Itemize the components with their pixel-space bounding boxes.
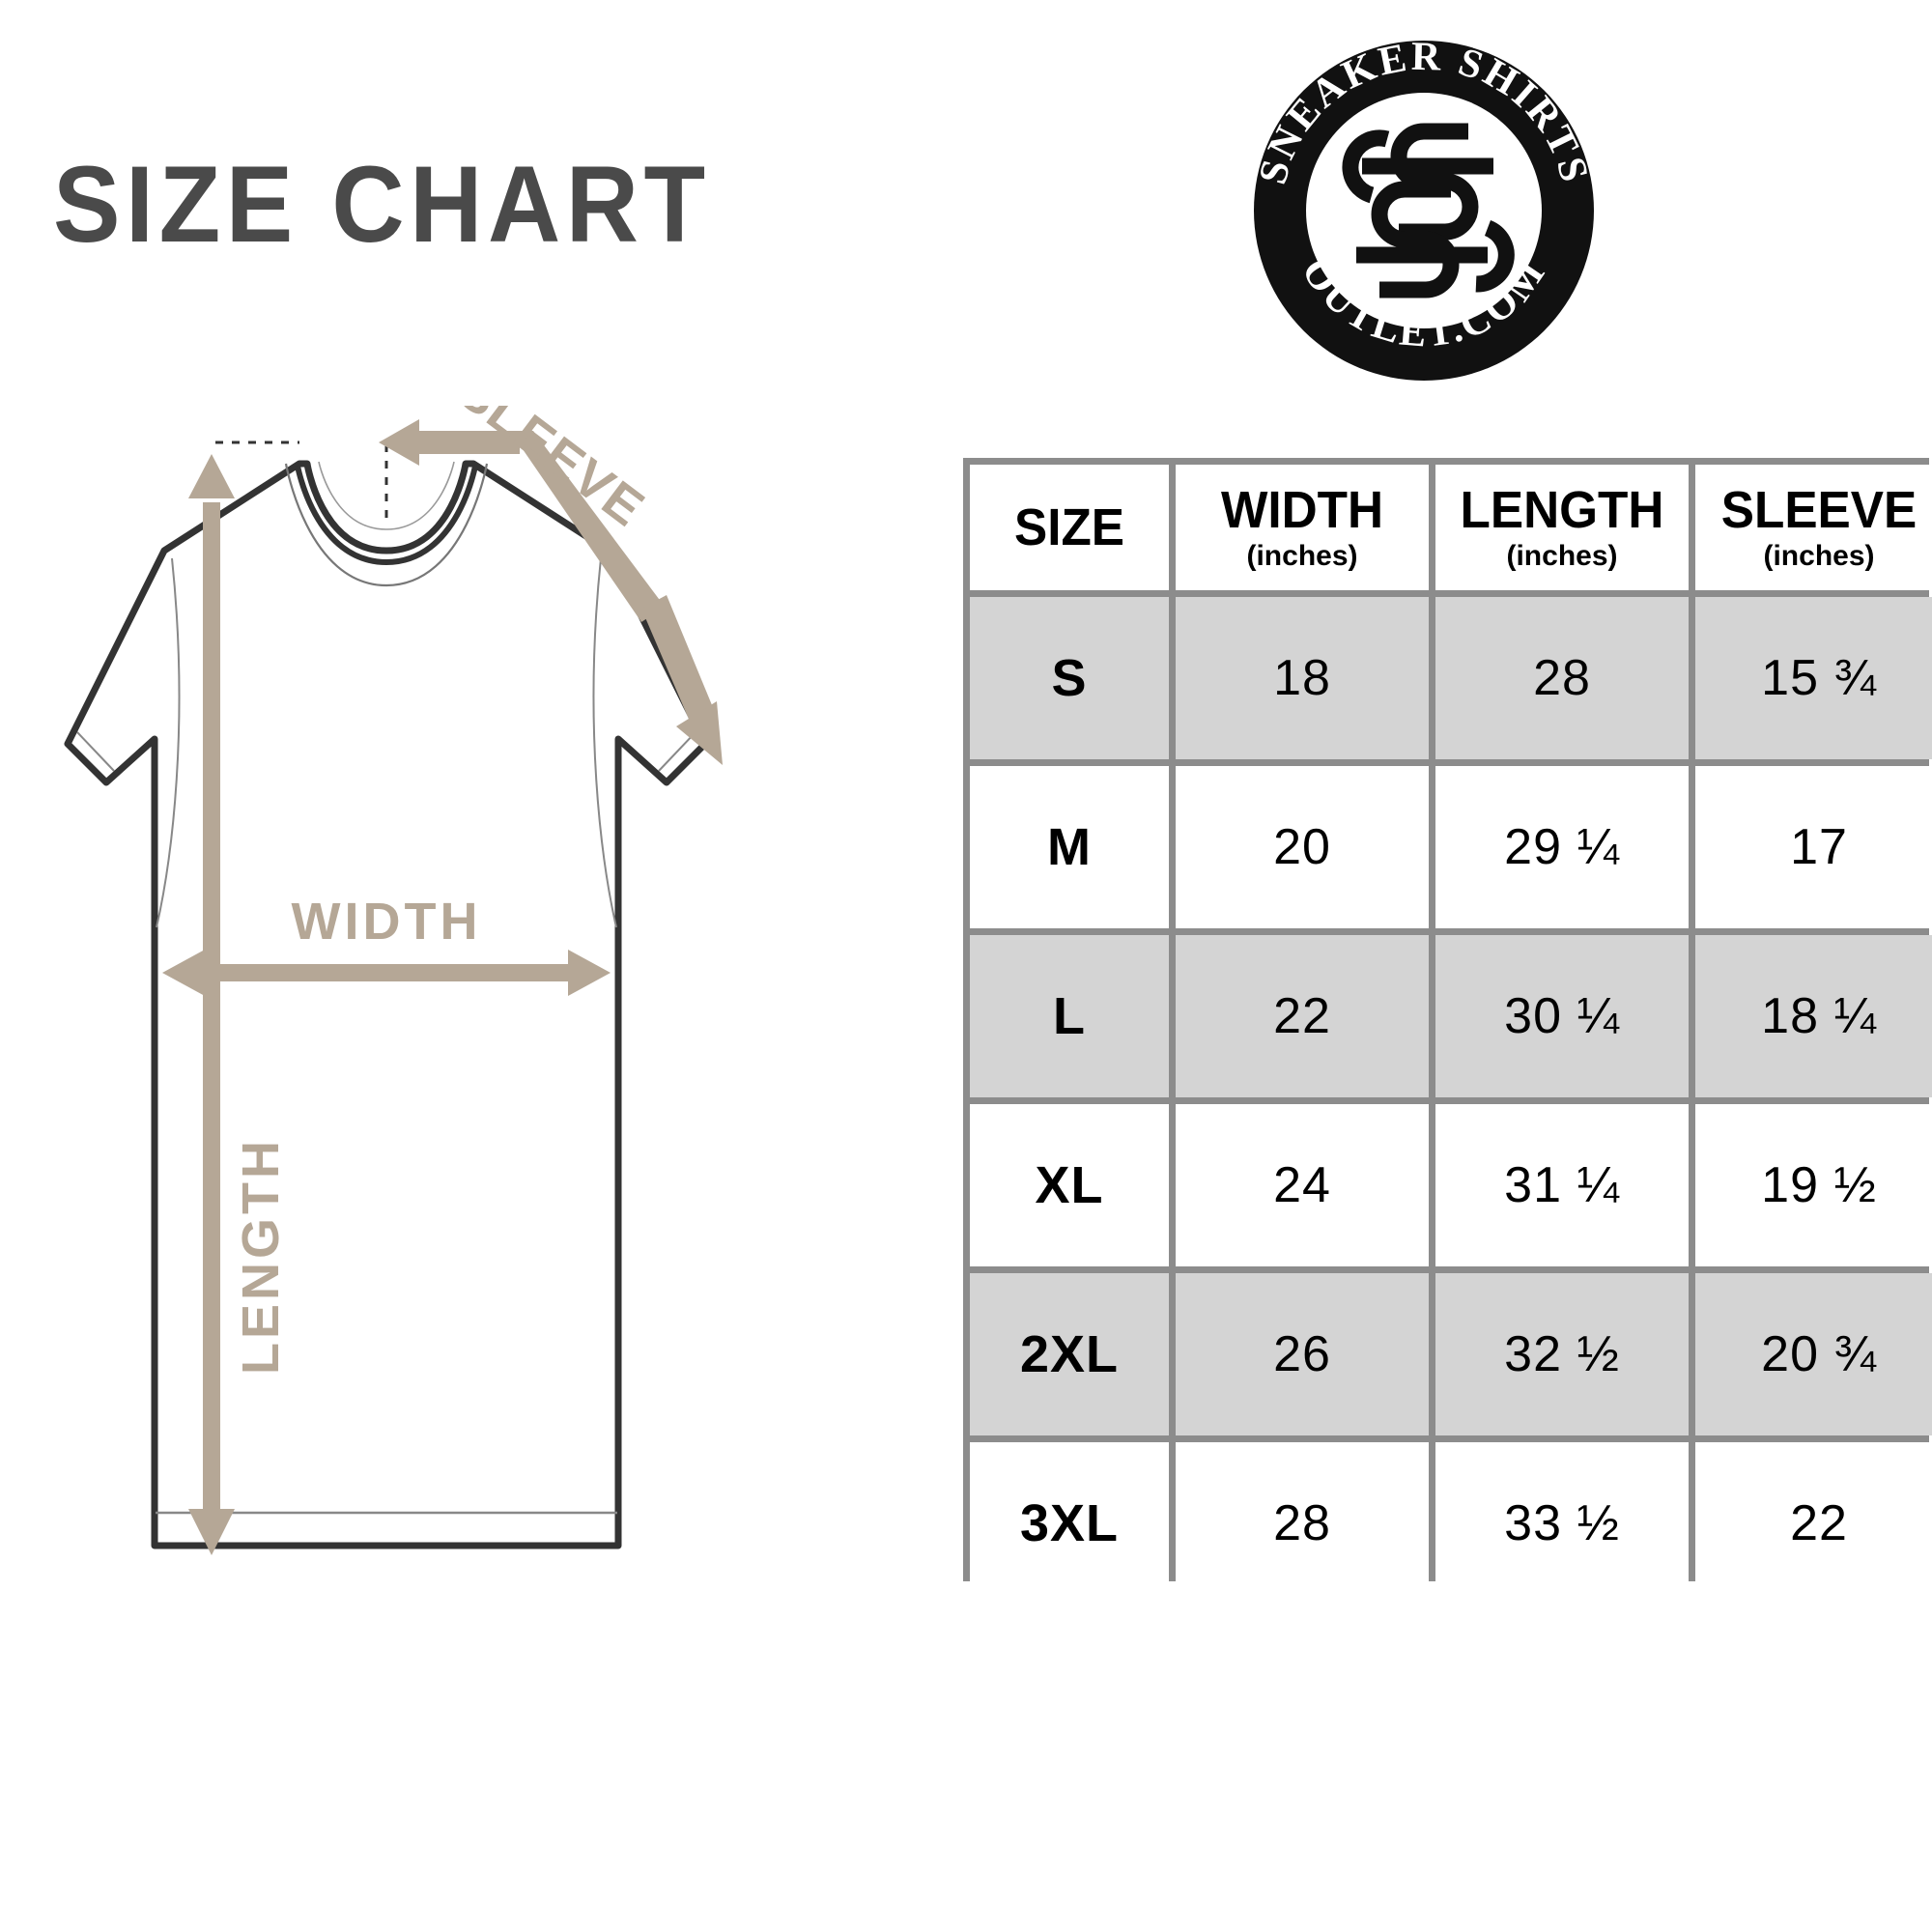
cell-sleeve: 15 ¾ <box>1695 597 1932 759</box>
cell-sleeve: 18 ¼ <box>1695 935 1932 1097</box>
table-header-row: SIZE WIDTH (inches) LENGTH (inches) SLEE… <box>970 465 1932 590</box>
cell-width: 28 <box>1176 1442 1429 1605</box>
column-header-width-units: (inches) <box>1246 540 1358 572</box>
dimension-arrows: SLEEVE WIDTH LENGTH <box>162 406 723 1555</box>
sleeve-arrow <box>379 419 723 765</box>
cell-width: 26 <box>1176 1273 1429 1435</box>
logo-ss-monogram <box>1342 123 1515 298</box>
column-header-length-main: LENGTH <box>1460 481 1664 539</box>
table-row: XL 24 31 ¼ 19 ½ <box>970 1104 1932 1266</box>
size-table: SIZE WIDTH (inches) LENGTH (inches) SLEE… <box>963 458 1932 1611</box>
cell-sleeve: 22 <box>1695 1442 1932 1605</box>
width-label: WIDTH <box>292 893 482 951</box>
width-arrow <box>162 950 611 996</box>
cell-size: XL <box>970 1104 1169 1266</box>
cell-width: 18 <box>1176 597 1429 759</box>
column-header-sleeve-main: SLEEVE <box>1720 481 1918 539</box>
table-row: M 20 29 ¼ 17 <box>970 766 1932 928</box>
column-header-length: LENGTH (inches) <box>1435 465 1689 590</box>
cell-length: 31 ¼ <box>1435 1104 1689 1266</box>
cell-length: 30 ¼ <box>1435 935 1689 1097</box>
column-header-size-main: SIZE <box>1013 498 1125 556</box>
cell-length: 28 <box>1435 597 1689 759</box>
column-header-width: WIDTH (inches) <box>1176 465 1429 590</box>
cell-length: 33 ½ <box>1435 1442 1689 1605</box>
cell-length: 32 ½ <box>1435 1273 1689 1435</box>
length-arrow <box>188 454 235 1555</box>
column-header-sleeve: SLEEVE (inches) <box>1695 465 1932 590</box>
cell-size: 2XL <box>970 1273 1169 1435</box>
cell-sleeve: 17 <box>1695 766 1932 928</box>
cell-size: L <box>970 935 1169 1097</box>
table-row: 2XL 26 32 ½ 20 ¾ <box>970 1273 1932 1435</box>
length-label: LENGTH <box>232 1137 290 1375</box>
cell-size: S <box>970 597 1169 759</box>
table-row: L 22 30 ¼ 18 ¼ <box>970 935 1932 1097</box>
cell-sleeve: 19 ½ <box>1695 1104 1932 1266</box>
tshirt-outline <box>64 460 709 1549</box>
cell-size: 3XL <box>970 1442 1169 1605</box>
cell-length: 29 ¼ <box>1435 766 1689 928</box>
column-header-size: SIZE <box>970 465 1169 590</box>
cell-width: 20 <box>1176 766 1429 928</box>
cell-sleeve: 20 ¾ <box>1695 1273 1932 1435</box>
cell-width: 22 <box>1176 935 1429 1097</box>
size-table-container: SIZE WIDTH (inches) LENGTH (inches) SLEE… <box>963 458 1932 1605</box>
column-header-length-units: (inches) <box>1506 540 1618 572</box>
cell-width: 24 <box>1176 1104 1429 1266</box>
table-row: 3XL 28 33 ½ 22 <box>970 1442 1932 1605</box>
tshirt-diagram: SLEEVE WIDTH LENGTH <box>0 406 773 1584</box>
table-row: S 18 28 15 ¾ <box>970 597 1932 759</box>
cell-size: M <box>970 766 1169 928</box>
page-title: SIZE CHART <box>53 144 711 265</box>
column-header-sleeve-units: (inches) <box>1763 540 1875 572</box>
column-header-width-main: WIDTH <box>1220 481 1384 539</box>
brand-logo: SNEAKER SHIRTS OUTLET.COM <box>1244 31 1604 390</box>
